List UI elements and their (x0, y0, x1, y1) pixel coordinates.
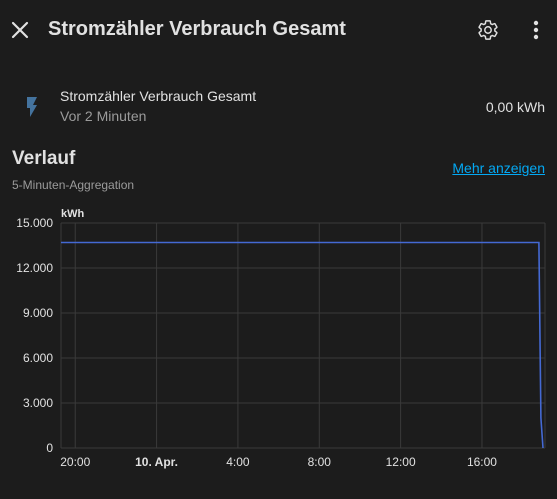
x-tick-label: 16:00 (467, 455, 497, 469)
more-link[interactable]: Mehr anzeigen (452, 160, 545, 176)
close-icon (11, 21, 29, 39)
entity-row: Stromzähler Verbrauch Gesamt Vor 2 Minut… (0, 82, 557, 132)
y-axis-label: kWh (61, 208, 85, 220)
history-chart: 15.000 12.000 9.000 6.000 3.000 0 20:00 10. Apr… (16, 208, 546, 469)
flash-icon (27, 97, 37, 117)
x-tick-label: 10. Apr. (135, 455, 178, 469)
y-tick-label: 0 (46, 441, 53, 455)
more-options-button[interactable] (520, 14, 552, 46)
gear-icon (478, 20, 498, 40)
x-tick-label: 8:00 (308, 455, 332, 469)
y-tick-label: 3.000 (23, 396, 53, 410)
y-tick-label: 6.000 (23, 351, 53, 365)
dialog-header: Stromzähler Verbrauch Gesamt (0, 0, 557, 60)
dialog-title: Stromzähler Verbrauch Gesamt (48, 18, 346, 40)
y-tick-label: 15.000 (16, 216, 53, 230)
y-tick-label: 12.000 (16, 261, 53, 275)
entity-state: 0,00 kWh (485, 99, 545, 115)
history-subtitle: 5-Minuten-Aggregation (12, 178, 135, 192)
settings-button[interactable] (472, 14, 504, 46)
series-line (61, 241, 544, 449)
x-tick-label: 20:00 (60, 455, 90, 469)
history-title: Verlauf (12, 148, 76, 169)
more-vertical-icon (533, 20, 539, 40)
close-button[interactable] (4, 12, 36, 48)
entity-name: Stromzähler Verbrauch Gesamt (60, 88, 257, 104)
y-tick-label: 9.000 (23, 306, 53, 320)
entity-last-changed: Vor 2 Minuten (60, 108, 147, 124)
x-tick-label: 4:00 (226, 455, 250, 469)
x-tick-label: 12:00 (386, 455, 416, 469)
